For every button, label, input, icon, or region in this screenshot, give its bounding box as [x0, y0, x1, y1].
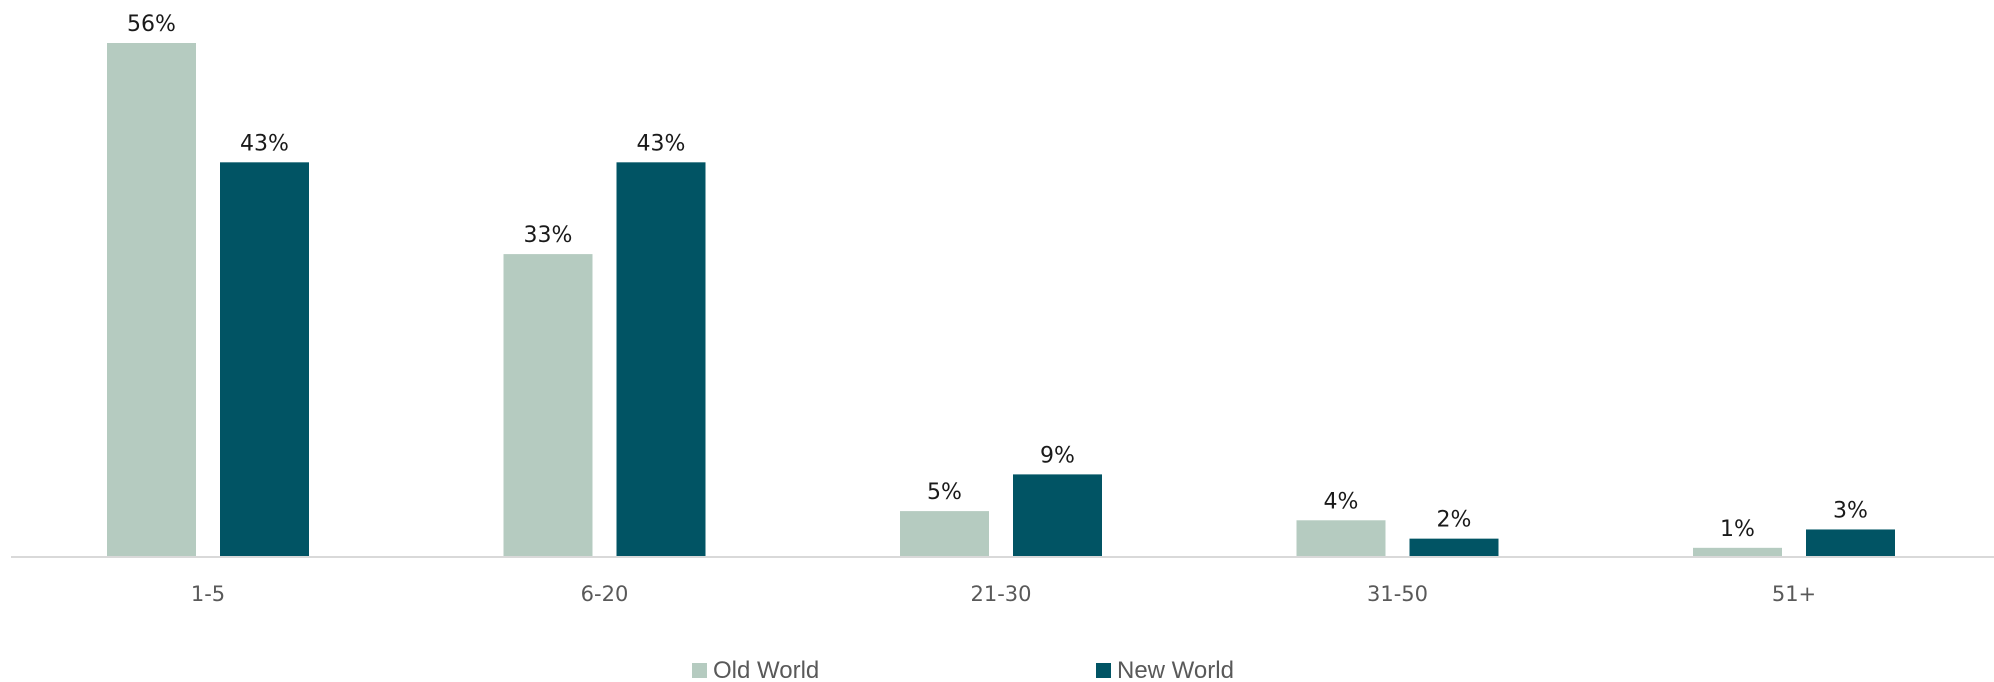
data-label-old-world-31-50: 4%	[1324, 489, 1359, 514]
bars-layer	[107, 43, 1895, 558]
bar-new-world-6-20	[616, 162, 706, 558]
data-label-old-world-51: 1%	[1720, 517, 1755, 542]
legend-label-new-world: New World	[1117, 657, 1234, 682]
x-tick-label-21-30: 21-30	[970, 582, 1031, 606]
bar-new-world-21-30	[1013, 474, 1102, 557]
data-label-old-world-6-20: 33%	[524, 223, 573, 248]
x-tick-label-6-20: 6-20	[581, 582, 629, 606]
x-tick-label-51: 51+	[1772, 582, 1816, 606]
data-label-new-world-1-5: 43%	[240, 131, 289, 156]
bar-new-world-51	[1806, 529, 1895, 557]
legend-swatch-old-world	[692, 663, 707, 678]
bar-old-world-6-20	[503, 254, 593, 557]
legend-swatch-new-world	[1096, 663, 1111, 678]
bar-new-world-1-5	[220, 162, 309, 558]
data-label-new-world-6-20: 43%	[637, 131, 686, 156]
legend: Old World New World	[692, 657, 1234, 682]
x-tick-labels: 1-5 6-20 21-30 31-50 51+	[191, 582, 1816, 606]
bar-old-world-51	[1693, 547, 1782, 557]
data-label-old-world-1-5: 56%	[127, 12, 176, 37]
x-tick-label-1-5: 1-5	[191, 582, 225, 606]
bar-old-world-31-50	[1296, 520, 1386, 557]
x-tick-label-31-50: 31-50	[1367, 582, 1428, 606]
data-label-new-world-51: 3%	[1833, 498, 1868, 523]
data-label-new-world-31-50: 2%	[1437, 508, 1472, 533]
data-label-old-world-21-30: 5%	[927, 480, 962, 505]
bar-new-world-31-50	[1409, 538, 1499, 557]
data-label-new-world-21-30: 9%	[1040, 443, 1075, 468]
data-labels-layer: 56% 43% 33% 43% 5% 9% 4% 2% 1% 3%	[127, 12, 1868, 542]
bar-old-world-21-30	[900, 511, 989, 557]
legend-label-old-world: Old World	[713, 657, 819, 682]
bar-old-world-1-5	[107, 43, 196, 557]
